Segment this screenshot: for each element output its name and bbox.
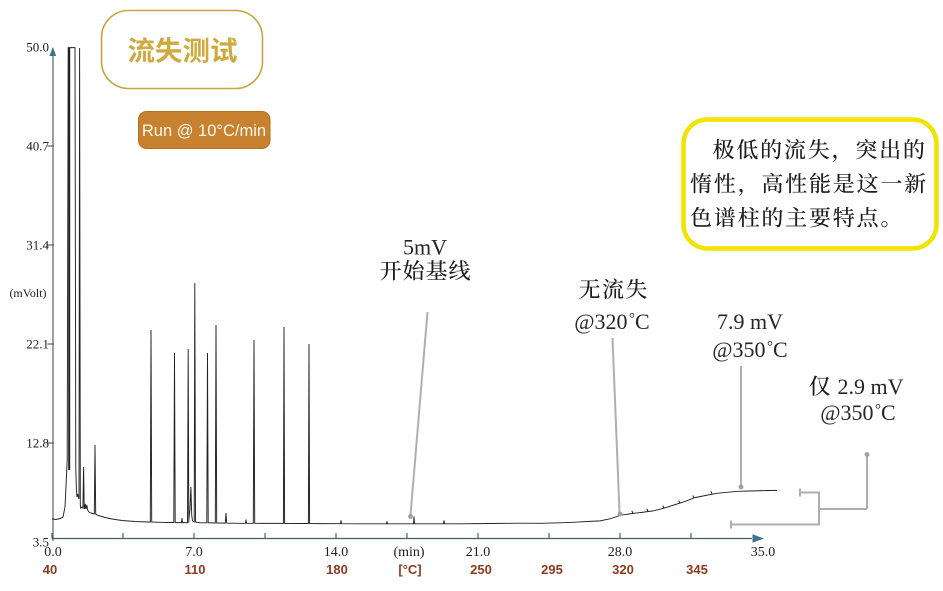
svg-text:3.5: 3.5 <box>33 535 49 550</box>
svg-text:@350°C: @350 °C <box>712 337 787 362</box>
svg-text:35.0: 35.0 <box>751 545 776 560</box>
svg-text:22.1: 22.1 <box>26 337 49 352</box>
svg-text:12.8: 12.8 <box>26 436 49 451</box>
svg-text:[°C]: [°C] <box>398 562 421 577</box>
svg-text:345: 345 <box>686 562 708 577</box>
svg-text:7.9 mV: 7.9 mV <box>717 309 783 334</box>
svg-text:2.9 mV: 2.9 mV <box>838 374 904 399</box>
svg-text:28.0: 28.0 <box>608 545 633 560</box>
svg-text:180: 180 <box>326 562 348 577</box>
svg-text:5mV: 5mV <box>403 235 447 260</box>
svg-text:31.4: 31.4 <box>26 238 49 253</box>
svg-text:320: 320 <box>612 562 634 577</box>
svg-text:14.0: 14.0 <box>324 545 349 560</box>
svg-text:21.0: 21.0 <box>466 545 491 560</box>
svg-text:295: 295 <box>541 562 563 577</box>
svg-text:40.7: 40.7 <box>26 139 49 154</box>
svg-text:(mVolt): (mVolt) <box>9 286 46 300</box>
svg-text:50.0: 50.0 <box>26 40 49 55</box>
svg-text:Run @ 10°C/min: Run @ 10°C/min <box>142 122 266 140</box>
svg-text:@320°C: @320 °C <box>574 309 649 334</box>
svg-text:110: 110 <box>185 562 206 577</box>
svg-text:0.0: 0.0 <box>44 545 62 560</box>
svg-text:@350°C: @350 °C <box>820 400 895 425</box>
svg-text:40: 40 <box>43 562 57 577</box>
svg-text:250: 250 <box>470 562 492 577</box>
svg-text:7.0: 7.0 <box>185 545 203 560</box>
svg-text:(min): (min) <box>393 545 424 560</box>
